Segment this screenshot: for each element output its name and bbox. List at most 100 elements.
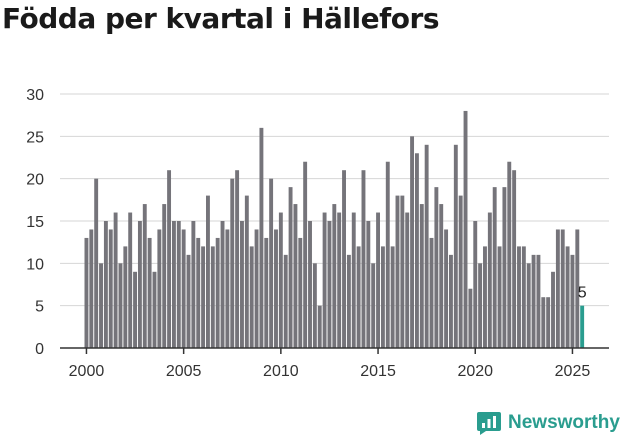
y-tick-label-0: 0: [35, 341, 44, 358]
bar-2023-q2: [536, 254, 541, 348]
bar-2019-q3: [463, 110, 468, 348]
x-axis: 2000 2005 2010 2015 2020 2025: [60, 347, 609, 380]
bar-2007-q3: [230, 178, 235, 348]
bar-2014-q2: [361, 170, 366, 348]
bar-2003-q3: [152, 271, 157, 348]
bar-2011-q4: [312, 263, 317, 348]
bar-2019-q2: [458, 195, 463, 348]
bar-2025-q3: [580, 305, 585, 348]
bar-2008-q2: [244, 195, 249, 348]
y-tick-label-30: 30: [26, 87, 44, 104]
bar-2004-q3: [171, 221, 176, 348]
bar-2021-q1: [492, 187, 497, 348]
bar-2015-q4: [390, 246, 395, 348]
bar-2001-q4: [118, 263, 123, 348]
bar-2006-q3: [210, 246, 215, 348]
bar-2017-q4: [429, 237, 434, 348]
bar-2022-q2: [517, 246, 521, 348]
bar-2006-q4: [215, 237, 220, 348]
bar-2013-q1: [337, 212, 342, 348]
x-tick-label-2020: 2020: [457, 363, 493, 380]
bar-2025-q1: [570, 254, 575, 348]
bar-2024-q2: [555, 229, 560, 348]
bar-2002-q3: [133, 271, 137, 348]
bar-2010-q3: [288, 187, 293, 348]
bar-2018-q4: [449, 254, 453, 348]
bar-2014-q1: [356, 246, 361, 348]
bar-2000-q4: [99, 263, 103, 348]
y-tick-label-20: 20: [26, 172, 44, 189]
bar-2024-q1: [551, 271, 555, 348]
x-tick-label-2015: 2015: [360, 363, 396, 380]
bar-2000-q1: [84, 237, 89, 348]
x-tick-label-2000: 2000: [69, 363, 105, 380]
bar-2013-q4: [351, 212, 356, 348]
bar-2024-q4: [565, 246, 570, 348]
bar-2014-q3: [366, 221, 371, 348]
bar-2021-q4: [507, 161, 512, 348]
bar-2005-q1: [181, 229, 186, 348]
bar-2022-q4: [526, 263, 531, 348]
bar-2008-q3: [249, 246, 254, 348]
bar-2017-q2: [419, 204, 424, 348]
bar-2009-q4: [274, 229, 278, 348]
bar-2002-q2: [128, 212, 133, 348]
bar-2012-q3: [327, 221, 332, 348]
bar-2013-q2: [342, 170, 346, 348]
last-value-label: 5: [578, 285, 587, 302]
bar-2007-q1: [220, 221, 225, 348]
bar-2019-q1: [453, 144, 458, 348]
bar-2018-q1: [434, 187, 439, 348]
y-tick-label-10: 10: [26, 256, 44, 273]
bar-2003-q4: [157, 229, 162, 348]
bar-2003-q1: [142, 204, 147, 348]
bar-2006-q1: [201, 246, 206, 348]
bar-2018-q3: [444, 229, 449, 348]
bar-2007-q2: [225, 229, 230, 348]
bar-2020-q2: [478, 263, 483, 348]
bar-2015-q2: [380, 246, 385, 348]
bars: [84, 110, 585, 348]
bar-2017-q1: [414, 153, 419, 348]
bar-2009-q2: [264, 237, 269, 348]
bar-2022-q1: [512, 170, 517, 348]
bar-2004-q4: [176, 221, 181, 348]
bar-2008-q1: [240, 221, 244, 348]
bar-2005-q3: [191, 221, 196, 348]
y-tick-label-15: 15: [26, 214, 44, 231]
bar-2012-q2: [322, 212, 327, 348]
bar-2001-q1: [103, 221, 108, 348]
bar-2022-q3: [521, 246, 526, 348]
bar-2019-q4: [468, 288, 473, 348]
bar-2010-q2: [283, 254, 288, 348]
bar-2012-q1: [317, 305, 322, 348]
bar-2002-q4: [137, 221, 142, 348]
bar-2010-q4: [293, 204, 298, 348]
bar-2021-q3: [502, 187, 507, 348]
bar-2020-q3: [483, 246, 487, 348]
bar-2005-q4: [196, 237, 201, 348]
bar-2003-q2: [147, 237, 152, 348]
bar-2015-q3: [385, 161, 390, 348]
bar-2017-q3: [424, 144, 429, 348]
bar-2004-q1: [162, 204, 167, 348]
x-tick-label-2005: 2005: [166, 363, 202, 380]
annotations: 5: [578, 285, 587, 302]
y-tick-label-25: 25: [26, 129, 44, 146]
newsworthy-brand[interactable]: Newsworthy: [476, 408, 620, 438]
bar-2011-q1: [298, 237, 303, 348]
y-tick-label-5: 5: [35, 299, 44, 316]
bar-2016-q2: [400, 195, 405, 348]
bar-2013-q3: [346, 254, 351, 348]
bar-2011-q2: [303, 161, 308, 348]
bar-2025-q2: [575, 229, 580, 348]
bar-2009-q3: [269, 178, 274, 348]
bar-2009-q1: [259, 127, 264, 348]
bar-2024-q3: [560, 229, 565, 348]
bar-2004-q2: [167, 170, 172, 348]
newsworthy-logo-icon: [477, 412, 501, 435]
brand-name: Newsworthy: [508, 412, 620, 433]
bar-2000-q3: [94, 178, 99, 348]
bar-2001-q3: [113, 212, 118, 348]
